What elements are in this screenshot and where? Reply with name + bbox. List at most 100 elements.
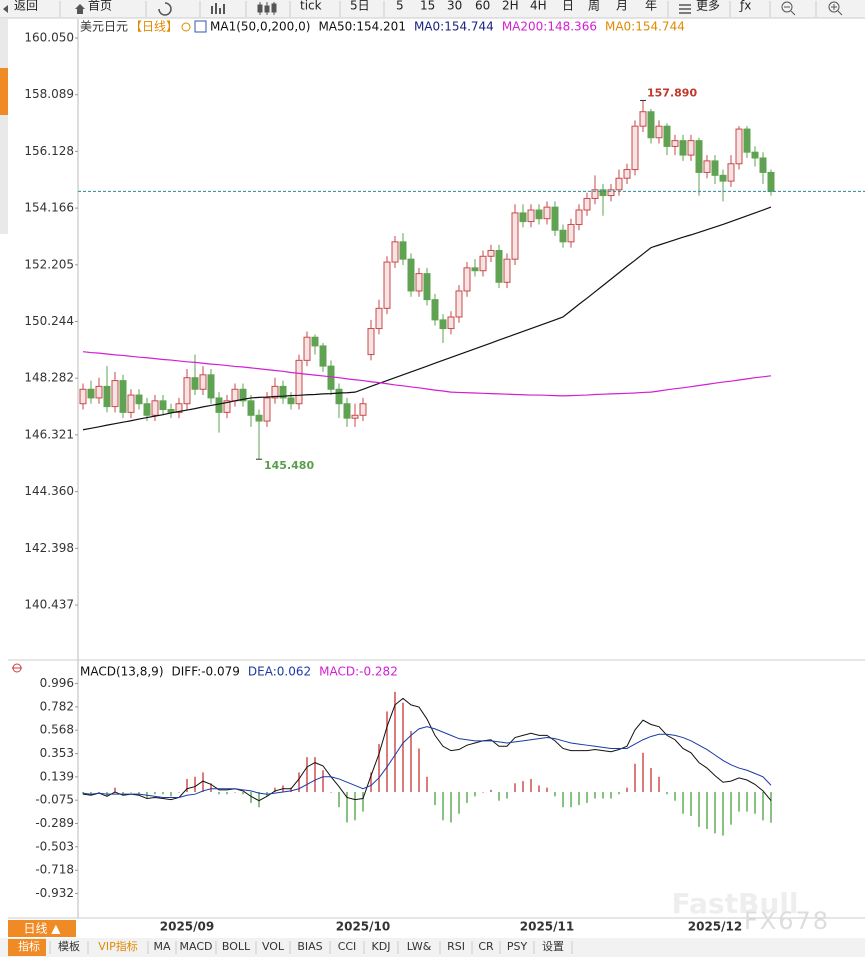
indicator-tab[interactable]: VOL [262,940,285,953]
back-icon[interactable] [3,5,8,13]
y-tick-label: 142.398 [24,541,74,555]
x-tick-label: 2025/11 [520,920,574,934]
candle-body [119,380,127,413]
y-tick-label: 160.050 [24,31,74,45]
candle-body [711,160,719,176]
zoom-in-icon[interactable] [828,1,843,16]
candle-body [255,414,263,422]
panel-icon[interactable] [12,663,22,673]
candle-body [455,290,463,318]
toolbar-item[interactable]: 日 [562,0,574,13]
toolbar-item[interactable]: 更多 [696,0,720,13]
side-tab-active[interactable] [0,68,8,115]
candle-body [567,223,575,243]
candle-body [271,385,279,399]
indicator-tab[interactable]: CR [478,940,494,953]
legend-entry: MA0:154.744 [605,20,685,34]
candle-body [343,403,351,419]
candle-body [495,249,503,283]
y-tick-label: 0.782 [40,699,74,713]
candle-body [111,380,119,408]
indicator-tab[interactable]: BOLL [222,940,251,953]
zoom-out-icon[interactable] [781,1,796,16]
candle-body [447,316,455,330]
candle-body [479,255,487,272]
candle-body [511,212,519,260]
y-tick-label: -0.075 [35,793,74,807]
x-tick-label: 2025/10 [336,920,390,934]
toolbar-item[interactable]: 30 [447,0,462,13]
candle-body [559,229,567,243]
indicator-tab[interactable]: 设置 [542,940,564,953]
candle-body [615,177,623,191]
settings-icon[interactable] [181,22,191,32]
candle-body [391,241,399,263]
candle-body [599,189,607,197]
candle-icon[interactable] [257,2,277,15]
candle-body [655,125,663,139]
indicator-tab[interactable]: RSI [447,940,465,953]
indicator-tab[interactable]: PSY [507,940,528,953]
indicator-tab[interactable]: LW& [407,940,432,953]
candle-body [487,249,495,257]
candle-body [175,403,183,413]
toolbar-item[interactable]: ƒx [739,0,751,13]
refresh-icon[interactable] [158,2,172,16]
tab-active-bg[interactable] [8,939,46,956]
indicator-tab[interactable]: VIP指标 [98,939,137,953]
toolbar-item[interactable]: 首页 [88,0,112,13]
toolbar-item[interactable]: 2H [502,0,519,13]
toolbar-item[interactable]: 4H [530,0,547,13]
candle-body [143,403,151,416]
indicator-tab[interactable]: BIAS [297,940,322,953]
legend-entry: MA0:154.744 [414,20,494,34]
y-tick-label: 158.089 [24,87,74,101]
indicator-tab[interactable]: KDJ [372,940,391,953]
toolbar-item[interactable]: 周 [588,0,600,13]
candle-body [647,111,655,139]
y-tick-label: 148.282 [24,371,74,385]
candle-body [303,336,311,361]
toolbar-item[interactable]: 年 [645,0,657,13]
extreme-label: 145.480 [264,459,314,472]
side-tabs[interactable] [0,19,8,234]
toolbar-item[interactable]: tick [300,0,322,13]
bars-icon[interactable] [211,3,225,14]
candle-body [295,359,303,405]
period-label[interactable]: 日线 ▲ [23,922,61,936]
candle-body [639,111,647,127]
indicator-tab[interactable]: CCI [338,940,357,953]
indicator-tab[interactable]: 模板 [58,939,80,953]
candle-body [575,209,583,225]
candle-body [631,125,639,171]
indicator-tab[interactable]: 指标 [18,939,40,953]
y-tick-label: 150.244 [24,314,74,328]
y-tick-label: 146.321 [24,427,74,441]
extreme-label: 157.890 [647,86,697,99]
toolbar-item[interactable]: 5日 [350,0,370,13]
candle-body [79,388,87,405]
y-tick-label: 152.205 [24,257,74,271]
legend-entry: MA50:154.201 [318,20,406,34]
x-tick-label: 2025/09 [160,920,214,934]
candle-body [231,388,239,402]
indicator-tab[interactable]: MA [153,940,170,953]
candle-body [719,174,727,182]
toolbar-item[interactable]: 返回 [14,0,38,13]
menu-icon[interactable] [679,4,691,14]
candle-body [671,140,679,147]
indicator-tab[interactable]: MACD [180,940,213,953]
y-tick-label: -0.289 [35,816,74,830]
toolbar-item[interactable]: 15 [420,0,435,13]
x-tick-label: 2025/12 [688,920,742,934]
toolbar-item[interactable]: 5 [396,0,404,13]
diff-line [82,697,772,802]
indicator-icon[interactable] [194,20,207,33]
candle-body [335,388,343,405]
period-button[interactable] [8,920,76,937]
candle-body [239,388,247,402]
home-icon[interactable] [75,4,85,14]
toolbar-item[interactable]: 60 [475,0,490,13]
toolbar-item[interactable]: 月 [616,0,628,13]
candle-body [399,241,407,260]
